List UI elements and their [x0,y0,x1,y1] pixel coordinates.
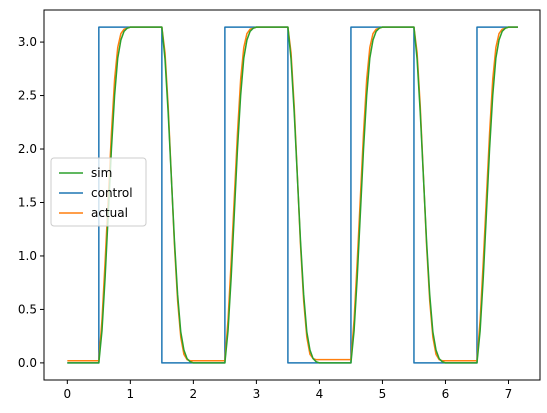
series-line-sim [67,26,518,364]
axes-frame [43,9,541,381]
y-axis: 0.0 0.5 1.0 1.5 2.0 2.5 3.0 [18,35,44,370]
x-tick-label: 1 [127,387,135,401]
y-tick-label: 1.0 [18,249,37,263]
y-tick-label: 3.0 [18,35,37,49]
x-tick-label: 2 [190,387,198,401]
legend-label-actual: actual [91,206,128,220]
x-tick-label: 0 [63,387,71,401]
legend-box [50,157,147,227]
legend-label-control: control [91,186,133,200]
legend: sim control actual [50,157,147,227]
legend-label-sim: sim [91,166,112,180]
y-tick-label: 0.5 [18,302,37,316]
plot-lines [67,26,518,364]
y-tick-label: 2.5 [18,89,37,103]
x-tick-label: 7 [505,387,513,401]
x-tick-label: 4 [316,387,324,401]
x-tick-label: 6 [442,387,450,401]
y-tick-label: 0.0 [18,356,37,370]
x-tick-label: 3 [253,387,261,401]
x-tick-label: 5 [379,387,387,401]
y-tick-label: 2.0 [18,142,37,156]
y-tick-label: 1.5 [18,195,37,209]
x-axis: 0 1 2 3 4 5 6 7 [63,380,512,401]
